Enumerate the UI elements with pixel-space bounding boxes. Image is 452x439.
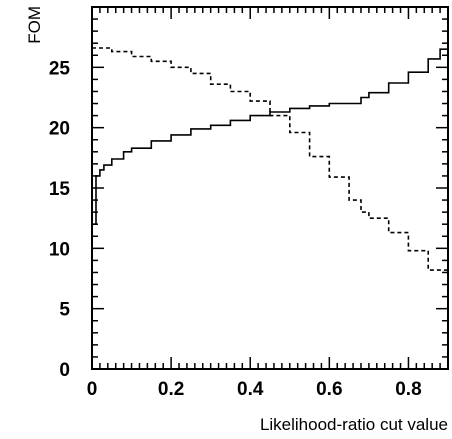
x-axis-label: Likelihood-ratio cut value: [260, 415, 448, 434]
y-tick-label: 0: [59, 360, 70, 381]
y-tick-label: 20: [49, 119, 70, 140]
series-layer: [92, 43, 449, 285]
y-tick-label: 15: [49, 179, 71, 200]
plot-frame: [91, 6, 449, 370]
x-tick-label: 0.8: [395, 379, 421, 400]
x-tick-label: 0.4: [237, 379, 264, 400]
x-tick-label: 0: [87, 379, 98, 400]
y-tick-label: 10: [49, 239, 70, 260]
series-line-solid: [92, 43, 449, 225]
plot-area: [91, 6, 449, 370]
y-axis-label: FOM: [25, 6, 44, 44]
series-line-dashed: [92, 47, 449, 285]
y-tick-label: 5: [59, 300, 70, 321]
axes-layer: 0 5 10 15 20 25 0 0.2 0.4 0.6 0.8: [49, 6, 449, 400]
x-tick-label: 0.6: [316, 379, 342, 400]
x-tick-label: 0.2: [158, 379, 184, 400]
y-tick-label: 25: [49, 58, 71, 79]
